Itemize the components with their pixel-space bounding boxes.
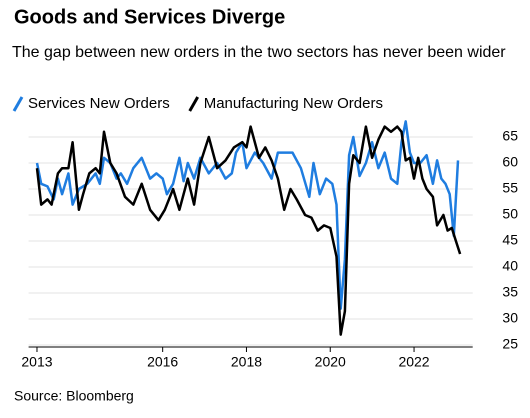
legend-swatch <box>188 96 200 112</box>
x-tick-label: 2022 <box>398 354 429 370</box>
y-tick-label: 50 <box>502 206 518 222</box>
x-tick-label: 2020 <box>315 354 346 370</box>
source: Source: Bloomberg <box>14 388 134 404</box>
x-tick-label: 2013 <box>21 354 52 370</box>
subtitle-box: The gap between new orders in the two se… <box>12 44 506 61</box>
series-line <box>35 125 462 336</box>
legend-swatch <box>12 96 24 112</box>
y-tick-label: 65 <box>502 128 518 144</box>
y-tick-label: 55 <box>502 180 518 196</box>
series-line <box>35 120 460 310</box>
y-tick-label: 25 <box>502 336 518 352</box>
legend-label: Services New Orders <box>28 95 170 112</box>
legend-label: Manufacturing New Orders <box>204 95 383 112</box>
y-tick-label: 30 <box>502 310 518 326</box>
chart-title: Goods and Services Diverge <box>14 6 285 28</box>
y-tick-label: 35 <box>502 284 518 300</box>
y-tick-label: 45 <box>502 232 518 248</box>
x-tick-label: 2016 <box>147 354 178 370</box>
x-tick-label: 2018 <box>231 354 262 370</box>
chart-subtitle: The gap between new orders in the two se… <box>12 44 506 61</box>
y-tick-label: 40 <box>502 258 518 274</box>
y-tick-label: 60 <box>502 154 518 170</box>
